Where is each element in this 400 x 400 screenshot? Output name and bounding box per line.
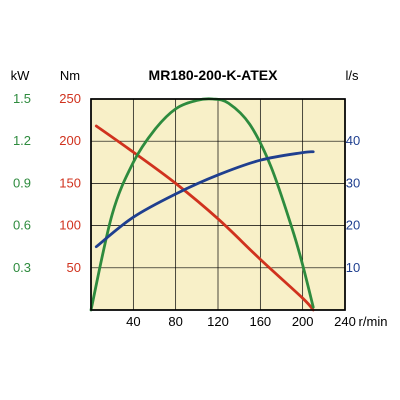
torque-tick-label: 100 xyxy=(59,218,81,233)
x-axis-ticks: 40 80 120 160 200 240 xyxy=(126,314,356,329)
plot-frame xyxy=(90,98,346,311)
power-axis-ticks: 0.3 0.6 0.9 1.2 1.5 xyxy=(13,91,31,275)
torque-tick-label: 250 xyxy=(59,91,81,106)
torque-unit-label: Nm xyxy=(60,68,80,83)
power-tick-label: 1.2 xyxy=(13,133,31,148)
torque-tick-label: 200 xyxy=(59,133,81,148)
torque-tick-label: 150 xyxy=(59,175,81,190)
x-tick-label: 120 xyxy=(207,314,229,329)
x-tick-label: 200 xyxy=(292,314,314,329)
power-unit-label: kW xyxy=(11,68,31,83)
power-tick-label: 0.3 xyxy=(13,260,31,275)
torque-axis-ticks: 50 100 150 200 250 xyxy=(59,91,81,275)
flow-axis-ticks: 10 20 30 40 xyxy=(346,133,360,275)
flow-unit-label: l/s xyxy=(346,68,360,83)
torque-curve xyxy=(94,124,315,312)
flow-tick-label: 20 xyxy=(346,218,360,233)
flow-curve xyxy=(94,150,315,249)
power-tick-label: 0.9 xyxy=(13,175,31,190)
power-tick-label: 1.5 xyxy=(13,91,31,106)
x-tick-label: 40 xyxy=(126,314,140,329)
flow-tick-label: 10 xyxy=(346,260,360,275)
x-tick-label: 80 xyxy=(168,314,182,329)
flow-tick-label: 40 xyxy=(346,133,360,148)
x-unit-label: r/min xyxy=(359,314,388,329)
x-tick-label: 240 xyxy=(334,314,356,329)
chart-title: MR180-200-K-ATEX xyxy=(149,67,279,83)
x-tick-label: 160 xyxy=(249,314,271,329)
torque-tick-label: 50 xyxy=(67,260,81,275)
power-tick-label: 0.6 xyxy=(13,218,31,233)
flow-tick-label: 30 xyxy=(346,175,360,190)
